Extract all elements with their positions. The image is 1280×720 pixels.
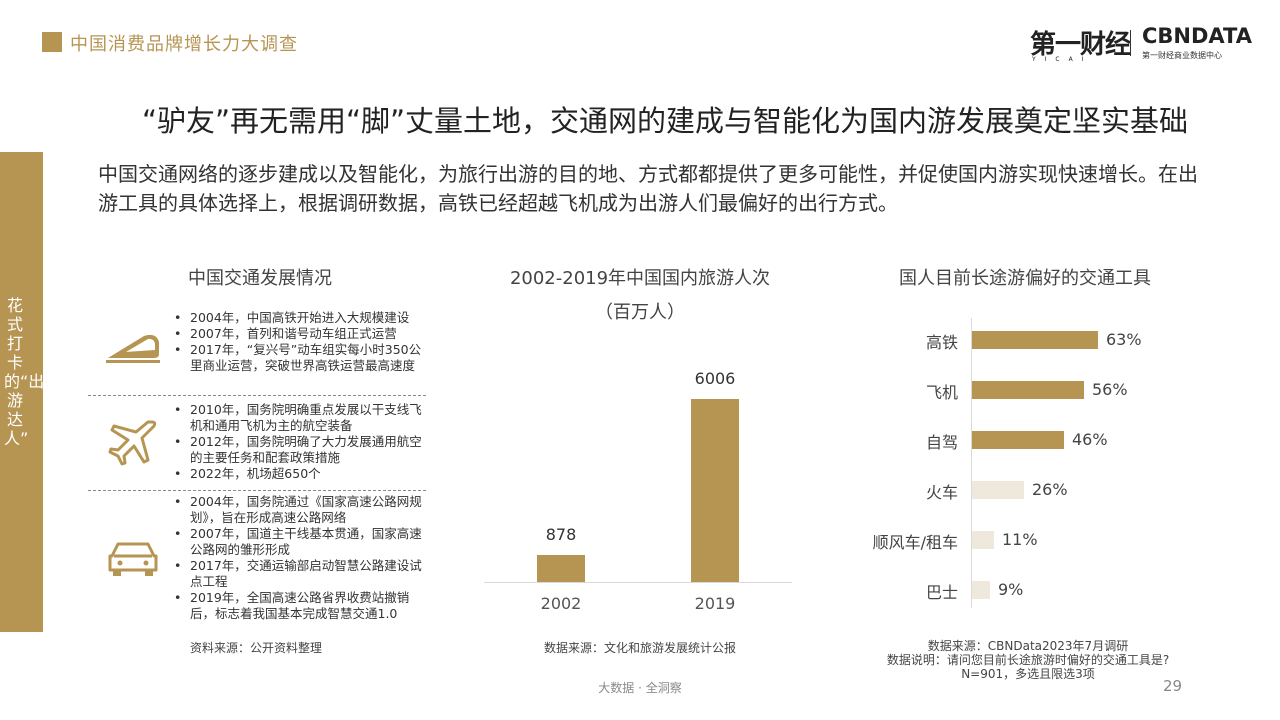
list-item: 2022年，机场超650个 — [172, 466, 432, 482]
high-speed-train-icon — [106, 334, 160, 363]
cbndata-logo-sub: 第一财经商业数据中心 — [1142, 51, 1222, 60]
middle-chart-subtitle: （百万人） — [595, 302, 685, 323]
train-events: 2004年，中国高铁开始进入大规模建设 2007年，首列和谐号动车组正式运营 2… — [172, 310, 432, 374]
aviation-events: 2010年，国务院明确重点发展以干支线飞机和通用飞机为主的航空装备 2012年，… — [172, 402, 432, 482]
list-item: 2010年，国务院明确重点发展以干支线飞机和通用飞机为主的航空装备 — [172, 402, 432, 434]
header-marker — [42, 32, 62, 52]
y-tick-label: 火车 — [925, 483, 958, 502]
bar-value-label: 46% — [1072, 430, 1108, 449]
x-tick-label: 2019 — [694, 594, 736, 613]
bar-高铁 — [972, 331, 1098, 349]
bar-火车 — [972, 481, 1024, 499]
right-chart-title: 国人目前长途游偏好的交通工具 — [899, 268, 1151, 289]
bar-value-label: 6006 — [694, 369, 736, 389]
list-item: 2007年，首列和谐号动车组正式运营 — [172, 326, 432, 342]
side-bar — [0, 152, 43, 632]
highway-events: 2004年，国务院通过《国家高速公路网规划》，旨在形成高速公路网络 2007年，… — [172, 494, 432, 622]
divider — [88, 490, 426, 491]
bar-飞机 — [972, 381, 1084, 399]
yicai-logo-sub: YICAI — [1032, 56, 1093, 63]
middle-source: 数据来源：文化和旅游发展统计公报 — [544, 641, 737, 655]
right-source-line: 数据来源：CBNData2023年7月调研 — [927, 639, 1129, 653]
list-item: 2007年，国道主干线基本贯通，国家高速公路网的雏形形成 — [172, 526, 432, 558]
yicai-logo: 第一财经 — [1030, 30, 1131, 60]
bar-value-label: 26% — [1032, 480, 1068, 499]
list-item: 2017年，“复兴号”动车组实每小时350公里商业运营，突破世界高铁运营最高速度 — [172, 342, 432, 374]
bar-2019 — [691, 399, 739, 582]
footer-slogan: 大数据 · 全洞察 — [598, 681, 682, 695]
bar-value-label: 56% — [1092, 380, 1128, 399]
x-axis-line — [484, 582, 792, 583]
left-panel-title: 中国交通发展情况 — [188, 268, 332, 289]
brand-logo: 第一财经 YICAI CBNDATA 第一财经商业数据中心 — [1030, 24, 1252, 64]
right-source: 数据来源：CBNData2023年7月调研 数据说明：请问您目前长途旅游时偏好的… — [878, 639, 1178, 681]
bar-value-label: 63% — [1106, 330, 1142, 349]
list-item: 2012年，国务院明确了大力发展通用航空的主要任务和配套政策措施 — [172, 434, 432, 466]
left-source: 资料来源：公开资料整理 — [190, 641, 323, 655]
y-tick-label: 自驾 — [925, 433, 958, 452]
y-tick-label: 巴士 — [925, 583, 958, 602]
side-label: 花式打卡的“出游达人” — [4, 296, 45, 448]
car-icon — [108, 542, 158, 576]
right-source-line: N=901，多选且限选3项 — [961, 667, 1095, 681]
divider — [88, 395, 426, 396]
airplane-icon — [108, 420, 157, 466]
list-item: 2017年，交通运输部启动智慧公路建设试点工程 — [172, 558, 432, 590]
bar-value-label: 878 — [545, 525, 577, 545]
intro-paragraph: 中国交通网络的逐步建成以及智能化，为旅行出游的目的地、方式都都提供了更多可能性，… — [98, 162, 1198, 215]
right-source-line: 数据说明：请问您目前长途旅游时偏好的交通工具是? — [886, 653, 1170, 667]
bar-巴士 — [972, 581, 990, 599]
bar-2002 — [537, 555, 585, 582]
list-item: 2004年，中国高铁开始进入大规模建设 — [172, 310, 432, 326]
x-tick-label: 2002 — [540, 594, 582, 613]
y-tick-label: 高铁 — [925, 333, 958, 352]
middle-chart-title: 2002-2019年中国国内旅游人次 — [509, 268, 771, 289]
page-title: “驴友”再无需用“脚”丈量土地，交通网的建成与智能化为国内游发展奠定坚实基础 — [141, 104, 1189, 138]
bar-顺风车/租车 — [972, 531, 994, 549]
y-tick-label: 飞机 — [925, 383, 958, 402]
list-item: 2019年，全国高速公路省界收费站撤销后，标志着我国基本完成智慧交通1.0 — [172, 590, 432, 622]
logo-divider — [1130, 30, 1131, 56]
bar-value-label: 9% — [998, 580, 1024, 599]
y-tick-label: 顺风车/租车 — [872, 533, 958, 552]
cbndata-logo: CBNDATA — [1142, 24, 1252, 48]
report-title: 中国消费品牌增长力大调查 — [70, 34, 298, 55]
list-item: 2004年，国务院通过《国家高速公路网规划》，旨在形成高速公路网络 — [172, 494, 432, 526]
bar-自驾 — [972, 431, 1064, 449]
y-axis-line — [971, 318, 972, 608]
bar-value-label: 11% — [1002, 530, 1038, 549]
page-number: 29 — [1163, 677, 1183, 695]
